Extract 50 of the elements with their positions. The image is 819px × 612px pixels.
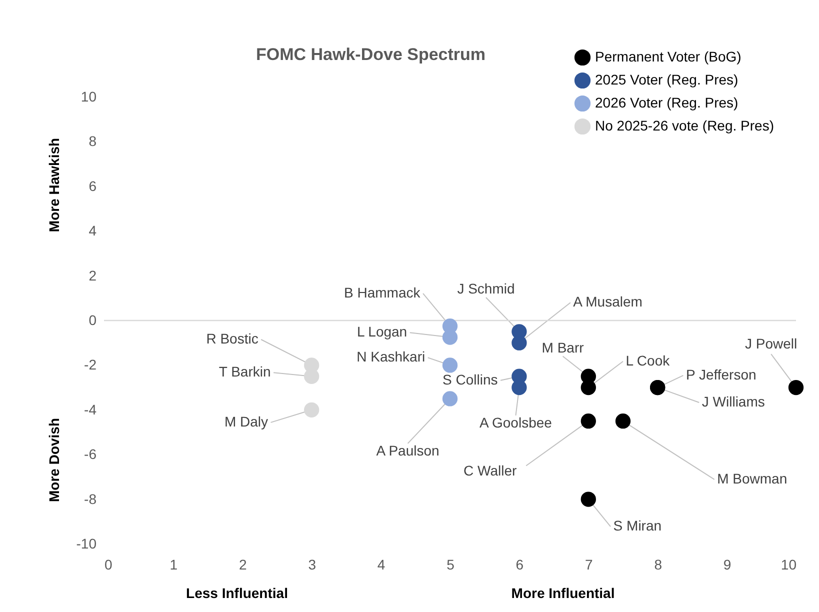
- y-tick-label: -4: [84, 401, 97, 418]
- text: More Influential: [511, 585, 615, 601]
- x-tick-label: 1: [170, 556, 178, 572]
- annotation: T Barkin: [218, 364, 271, 380]
- y-tick-label: 4: [88, 222, 97, 239]
- x-tick-label: 10: [780, 556, 797, 572]
- annotation: P Jefferson: [686, 366, 756, 382]
- annotation: C Waller: [464, 462, 518, 479]
- annotation: S Collins: [442, 371, 498, 388]
- annotation: J Schmid: [457, 280, 515, 296]
- annotation: J Powell: [745, 335, 798, 352]
- y-tick-label: -2: [84, 356, 97, 373]
- annotation: A Goolsbee: [480, 414, 552, 430]
- y-tick-label: 6: [88, 178, 97, 194]
- text: More Dovish: [46, 418, 62, 502]
- annotation: N Kashkari: [356, 348, 426, 365]
- annotation: L Cook: [626, 352, 671, 368]
- y-tick-label: 0: [88, 312, 97, 328]
- x-tick-label: 4: [377, 556, 386, 572]
- annotation: L Logan: [357, 324, 408, 340]
- annotation: M Daly: [224, 413, 268, 430]
- y-tick-label: -10: [76, 536, 97, 552]
- annotation: R Bostic: [206, 330, 258, 346]
- x-tick-label: 8: [654, 556, 662, 572]
- legend-label: 2025 Voter (Reg. Pres): [595, 72, 738, 88]
- x-tick-label: 0: [104, 556, 112, 572]
- x-tick-label: 6: [516, 556, 524, 572]
- x-tick-label: 2: [239, 556, 247, 572]
- legend-label: Permanent Voter (BoG): [595, 48, 742, 64]
- annotation: J Williams: [702, 394, 765, 410]
- x-tick-label: 3: [308, 556, 316, 572]
- legend-label: No 2025-26 vote (Reg. Pres): [595, 118, 774, 134]
- y-tick-label: -6: [84, 446, 97, 462]
- annotation: S Miran: [613, 518, 662, 534]
- annotation: M Bowman: [717, 470, 788, 486]
- annotation: M Barr: [542, 339, 584, 356]
- x-tick-label: 7: [585, 556, 593, 572]
- annotation: A Musalem: [573, 294, 642, 310]
- text: More Hawkish: [46, 138, 62, 232]
- y-tick-label: 8: [88, 133, 97, 150]
- text: Less Influential: [186, 585, 288, 601]
- annotation: B Hammack: [344, 284, 422, 300]
- chart-title: FOMC Hawk-Dove Spectrum: [256, 45, 486, 64]
- y-tick-label: 2: [88, 267, 97, 284]
- annotation: A Paulson: [376, 442, 440, 458]
- y-tick-label: -8: [84, 490, 97, 507]
- legend-label: 2026 Voter (Reg. Pres): [595, 94, 738, 110]
- x-tick-label: 5: [446, 556, 455, 572]
- y-tick-label: 10: [80, 88, 97, 104]
- x-tick-label: 9: [723, 556, 732, 572]
